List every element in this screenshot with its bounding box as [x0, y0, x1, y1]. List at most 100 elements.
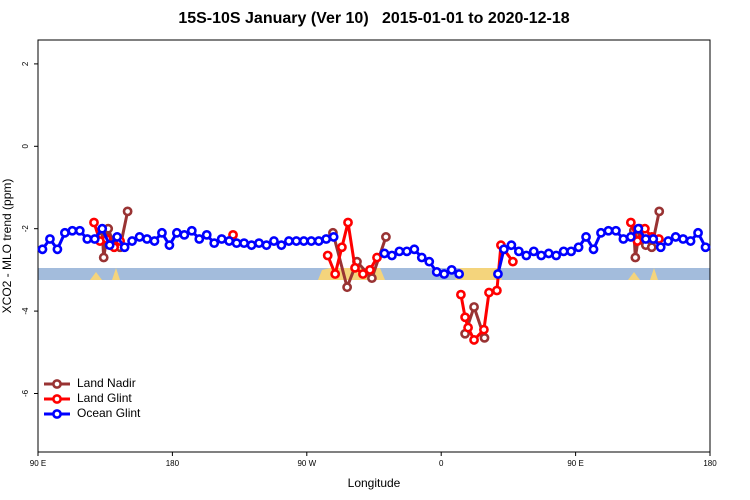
- land-strip: [628, 268, 658, 280]
- point: [401, 246, 412, 257]
- point: [394, 246, 405, 257]
- point: [558, 246, 569, 257]
- point: [261, 240, 272, 251]
- point: [52, 244, 63, 255]
- point: [306, 236, 317, 246]
- point: [379, 248, 390, 259]
- y-tick-label: -2: [21, 225, 30, 233]
- point: [499, 244, 509, 255]
- point: [149, 236, 160, 246]
- point: [372, 252, 382, 263]
- point: [640, 234, 651, 244]
- point: [298, 236, 309, 246]
- point: [358, 269, 368, 279]
- point: [37, 244, 48, 255]
- point: [663, 236, 674, 246]
- point: [112, 232, 123, 242]
- point: [479, 332, 490, 343]
- point: [201, 229, 212, 240]
- point: [573, 242, 584, 253]
- point: [648, 234, 659, 244]
- point: [164, 240, 175, 251]
- point: [179, 229, 190, 240]
- point: [67, 225, 78, 236]
- legend-label: Land Nadir: [77, 376, 136, 390]
- point: [216, 234, 227, 244]
- point: [424, 256, 435, 267]
- x-tick-label: 0: [439, 459, 444, 468]
- point: [209, 238, 220, 249]
- point: [409, 244, 420, 255]
- point: [322, 250, 333, 261]
- point: [134, 232, 145, 242]
- legend-label: Land Glint: [77, 391, 132, 405]
- point: [618, 234, 629, 244]
- point: [186, 225, 197, 236]
- point: [45, 234, 55, 244]
- land-strip: [90, 268, 120, 280]
- point: [97, 223, 108, 234]
- point: [431, 267, 442, 277]
- point: [365, 264, 375, 275]
- point: [439, 269, 450, 279]
- point: [654, 206, 665, 217]
- y-tick-label: -4: [21, 307, 30, 315]
- point: [336, 242, 347, 253]
- point: [528, 246, 539, 257]
- point: [416, 252, 427, 263]
- point: [521, 250, 532, 261]
- y-tick-label: -6: [21, 389, 30, 397]
- land-strip: [455, 268, 502, 280]
- legend-marker: [52, 394, 62, 404]
- point: [479, 324, 489, 335]
- y-tick-label: 0: [21, 144, 30, 149]
- y-axis-title: XCO2 - MLO trend (ppm): [0, 179, 14, 314]
- x-tick-label: 90 E: [30, 459, 46, 468]
- point: [670, 232, 681, 242]
- point: [685, 236, 696, 246]
- point: [194, 234, 205, 244]
- legend-marker: [52, 379, 62, 389]
- point: [678, 234, 689, 244]
- point: [625, 217, 636, 228]
- point: [239, 238, 249, 249]
- point: [343, 217, 353, 228]
- plot-frame: [37, 39, 711, 453]
- point: [633, 223, 644, 234]
- point: [469, 335, 479, 345]
- x-tick-label: 90 E: [567, 459, 583, 468]
- series-line: [92, 222, 660, 343]
- point: [507, 256, 518, 267]
- point: [330, 269, 341, 279]
- point: [493, 269, 503, 279]
- point: [104, 240, 115, 251]
- point: [492, 285, 502, 296]
- point: [313, 236, 324, 246]
- point: [463, 322, 473, 333]
- point: [700, 242, 711, 253]
- point: [456, 289, 466, 300]
- point: [127, 236, 137, 246]
- point: [283, 236, 294, 246]
- point: [328, 232, 339, 242]
- point: [469, 302, 479, 312]
- point: [254, 238, 264, 249]
- point: [543, 248, 554, 259]
- point: [588, 244, 599, 255]
- point: [74, 225, 85, 236]
- point: [454, 269, 465, 279]
- point: [387, 250, 397, 261]
- legend-marker: [52, 409, 62, 419]
- point: [646, 242, 657, 253]
- point: [506, 240, 517, 251]
- point: [246, 240, 257, 251]
- point: [98, 252, 109, 263]
- chart-title: 15S-10S January (Ver 10) 2015-01-01 to 2…: [178, 10, 569, 27]
- point: [446, 264, 457, 275]
- point: [596, 227, 606, 238]
- point: [142, 234, 152, 244]
- point: [551, 250, 562, 261]
- point: [460, 312, 470, 323]
- point: [632, 236, 643, 246]
